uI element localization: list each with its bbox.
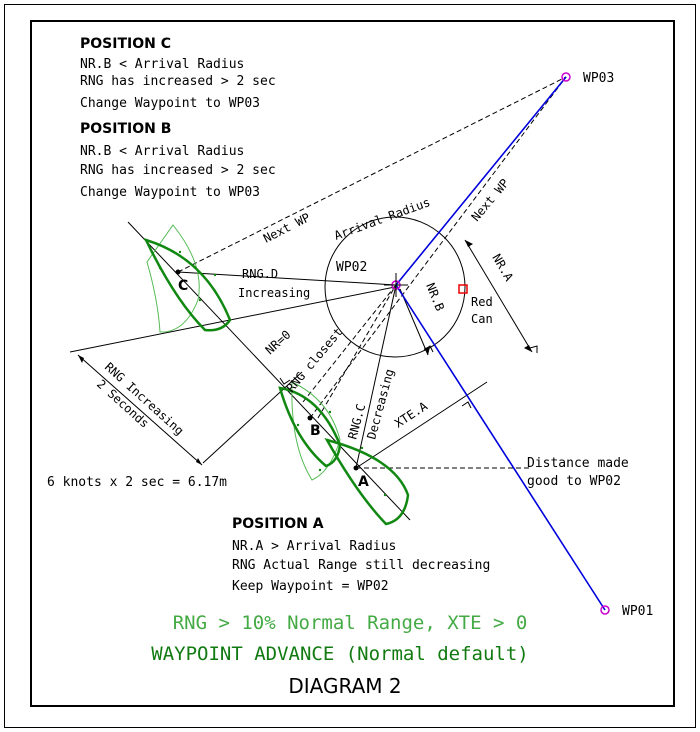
nr-zero-label: NR=0 bbox=[263, 327, 294, 357]
position-c-heading: POSITION C bbox=[80, 36, 171, 52]
position-a-line-1: NR.A > Arrival Radius bbox=[232, 539, 396, 554]
rng-closest-label: RNG closest bbox=[284, 325, 346, 395]
waypoint-wp02-marker bbox=[384, 273, 408, 297]
position-b-line-3: Change Waypoint to WP03 bbox=[80, 185, 260, 200]
position-a-line-2: RNG Actual Range still decreasing bbox=[232, 558, 490, 573]
red-can-marker bbox=[458, 284, 468, 294]
waypoint-wp01-marker bbox=[600, 605, 610, 615]
position-c-line-3: Change Waypoint to WP03 bbox=[80, 96, 260, 111]
boat-a-label: A bbox=[358, 474, 369, 490]
boat-c bbox=[143, 224, 232, 333]
distance-made-good-line-1: Distance made bbox=[527, 456, 629, 471]
nr-a-label: NR.A bbox=[489, 252, 516, 285]
wp03-label: WP03 bbox=[583, 71, 614, 86]
boat-b bbox=[278, 381, 342, 481]
route-line bbox=[395, 76, 606, 611]
rng-d-label: RNG.D bbox=[242, 267, 278, 281]
next-wp-dashed-lines bbox=[177, 76, 567, 469]
next-wp-label-upper: Next WP bbox=[469, 176, 512, 224]
red-can-label-2: Can bbox=[471, 312, 493, 326]
distance-made-good-line-2: good to WP02 bbox=[527, 474, 621, 489]
boat-b-label: B bbox=[310, 423, 321, 439]
mode-caption: WAYPOINT ADVANCE (Normal default) bbox=[151, 643, 529, 665]
position-a-heading: POSITION A bbox=[232, 516, 324, 532]
wp02-label: WP02 bbox=[336, 260, 367, 275]
position-b-line-2: RNG has increased > 2 sec bbox=[80, 163, 276, 178]
position-b-line-1: NR.B < Arrival Radius bbox=[80, 144, 244, 159]
arrival-radius-circle bbox=[324, 216, 466, 358]
decreasing-label: Decreasing bbox=[364, 367, 396, 440]
rule-caption: RNG > 10% Normal Range, XTE > 0 bbox=[173, 612, 528, 634]
boat-c-label: C bbox=[178, 278, 188, 294]
position-b-heading: POSITION B bbox=[80, 121, 171, 137]
red-can-label-1: Red bbox=[471, 295, 493, 309]
outer-border bbox=[4, 4, 696, 728]
wp01-label: WP01 bbox=[622, 604, 653, 619]
arrival-radius-label: Arrival Radius bbox=[332, 195, 432, 243]
diagram-title: DIAGRAM 2 bbox=[288, 674, 401, 698]
next-wp-label-lower: Next WP bbox=[261, 210, 312, 245]
position-c-line-1: NR.B < Arrival Radius bbox=[80, 57, 244, 72]
increasing-label: Increasing bbox=[238, 286, 310, 300]
boat-a bbox=[324, 438, 410, 526]
xte-a-label: XTE.A bbox=[392, 399, 431, 431]
right-angle-marks bbox=[279, 345, 538, 409]
nr-b-label: NR.B bbox=[423, 281, 447, 313]
construction-lines bbox=[69, 221, 533, 521]
inner-border bbox=[30, 20, 675, 707]
position-a-line-3: Keep Waypoint = WP02 bbox=[232, 579, 389, 594]
speed-calculation: 6 knots x 2 sec = 6.17m bbox=[47, 475, 227, 490]
waypoint-wp03-marker bbox=[561, 72, 571, 82]
position-c-line-2: RNG has increased > 2 sec bbox=[80, 74, 276, 89]
